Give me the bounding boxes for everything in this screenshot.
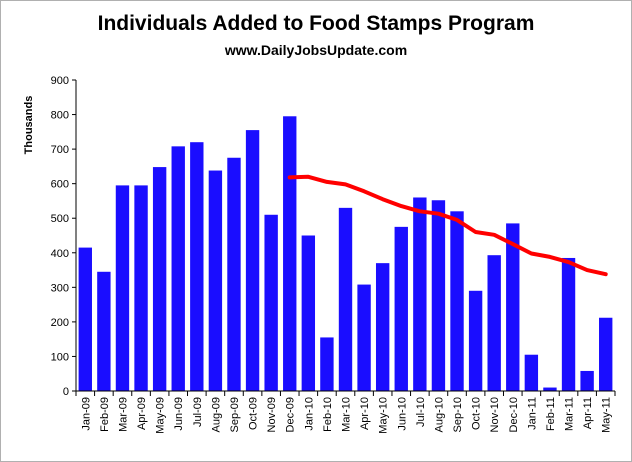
x-tick-label: Mar-11 (564, 397, 576, 431)
y-tick-label: 300 (51, 282, 69, 294)
x-tick-label: Aug-10 (433, 397, 445, 432)
x-tick-label: Jun-10 (396, 397, 408, 431)
x-tick-label: Sep-10 (452, 397, 464, 432)
bar (413, 197, 427, 391)
bar (468, 290, 483, 391)
chart-subtitle: www.DailyJobsUpdate.com (224, 42, 408, 58)
x-tick-label: Mar-09 (117, 397, 129, 432)
y-tick-label: 100 (51, 351, 69, 363)
x-tick-label: Oct-09 (248, 397, 260, 430)
x-tick-label: Aug-09 (210, 397, 222, 432)
x-tick-label: Nov-10 (489, 397, 501, 432)
x-tick-label: Jul-09 (192, 397, 204, 427)
bar (190, 142, 204, 391)
x-tick-label: Jan-10 (303, 397, 315, 431)
bar (227, 157, 241, 391)
chart-title: Individuals Added to Food Stamps Program (97, 12, 535, 35)
bar (134, 185, 148, 391)
x-tick-label: Mar-10 (341, 397, 353, 432)
x-tick-label: Apr-09 (136, 397, 148, 430)
bar (506, 223, 520, 391)
bar (599, 317, 613, 391)
x-tick-label: Apr-11 (582, 397, 594, 429)
bar (450, 211, 464, 391)
x-tick-label: May-10 (378, 397, 390, 434)
x-tick-label: Apr-10 (359, 397, 371, 430)
bar (338, 207, 353, 391)
x-tick-label: Sep-09 (229, 397, 241, 432)
x-tick-label: Jun-09 (173, 397, 185, 431)
bar (208, 170, 223, 391)
x-tick-label: Dec-10 (508, 397, 520, 432)
bar (245, 130, 260, 391)
bar (320, 337, 334, 391)
bar (561, 257, 576, 391)
x-tick-label: Oct-10 (471, 397, 483, 430)
x-tick-label: Jan-11 (526, 397, 538, 430)
x-tick-label: Feb-11 (545, 397, 557, 431)
x-tick-label: Dec-09 (285, 397, 297, 432)
y-tick-label: 700 (51, 144, 69, 156)
y-tick-label: 900 (51, 75, 69, 87)
bar (580, 370, 594, 391)
bar (431, 200, 446, 391)
bar (524, 354, 539, 391)
y-axis-label: Thousands (23, 96, 35, 155)
bar (375, 263, 390, 391)
y-tick-label: 0 (63, 386, 69, 398)
bar (487, 255, 501, 391)
bar (97, 271, 111, 391)
y-tick-label: 200 (51, 317, 69, 329)
trend-line (287, 174, 608, 277)
bar (78, 247, 92, 391)
y-tick-label: 500 (51, 213, 69, 225)
bar (152, 167, 167, 391)
x-tick-label: May-11 (601, 397, 613, 433)
x-tick-label: Jan-09 (80, 397, 92, 431)
bar (357, 284, 371, 391)
x-tick-label: Feb-09 (99, 397, 111, 432)
x-tick-label: Nov-09 (266, 397, 278, 432)
bar (264, 214, 278, 391)
bar (394, 226, 408, 391)
bar (543, 387, 557, 391)
x-tick-label: May-09 (155, 397, 167, 434)
bar (171, 146, 185, 391)
x-tick-label: Jul-10 (415, 397, 427, 427)
y-tick-label: 600 (51, 179, 69, 191)
bar (283, 116, 297, 392)
x-tick-label: Feb-10 (322, 397, 334, 432)
y-tick-label: 400 (51, 248, 69, 260)
y-tick-label: 800 (51, 110, 69, 122)
bar (115, 185, 130, 391)
bar (301, 235, 316, 391)
